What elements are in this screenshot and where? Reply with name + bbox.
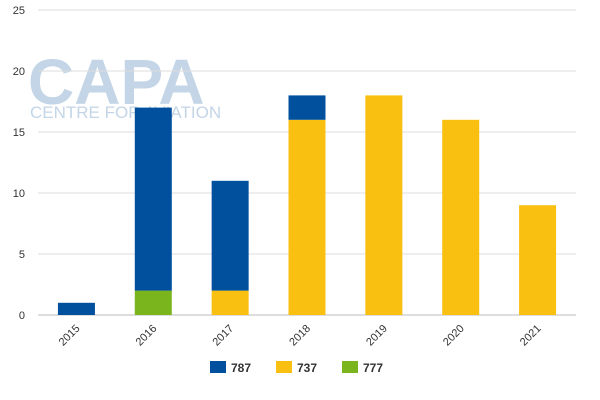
bar-737-2020 — [442, 119, 480, 315]
capa-watermark: CAPA CENTRE FOR AVIATION — [28, 46, 221, 122]
y-tick-label: 5 — [19, 249, 25, 261]
legend-label-777: 777 — [363, 361, 383, 375]
bar-777-2016 — [134, 290, 172, 315]
y-tick-label: 0 — [19, 310, 25, 322]
legend-swatch-787 — [210, 361, 226, 373]
watermark-subtitle: CENTRE FOR AVIATION — [30, 103, 221, 122]
bar-737-2018 — [288, 119, 326, 315]
y-tick-label: 15 — [13, 127, 25, 139]
bar-737-2021 — [519, 205, 557, 315]
y-tick-label: 20 — [13, 66, 25, 78]
bar-737-2017 — [211, 290, 249, 315]
legend-swatch-777 — [342, 361, 358, 373]
x-tick-label: 2017 — [210, 323, 236, 349]
bars — [57, 95, 557, 316]
x-tick-label: 2015 — [57, 323, 83, 349]
watermark-logo-text: CAPA — [28, 46, 205, 118]
x-tick-label: 2016 — [134, 323, 160, 349]
y-tick-label: 10 — [13, 188, 25, 200]
x-tick-label: 2019 — [364, 323, 390, 349]
bar-787-2015 — [57, 302, 95, 315]
bar-787-2017 — [211, 180, 249, 291]
x-tick-label: 2020 — [441, 323, 467, 349]
x-tick-label: 2018 — [287, 323, 313, 349]
x-tick-label: 2021 — [518, 323, 544, 349]
x-axis-ticks: 2015 2016 2017 2018 2019 2020 2021 — [57, 323, 544, 349]
legend-swatch-737 — [276, 361, 292, 373]
legend-label-737: 737 — [297, 361, 317, 375]
legend-label-787: 787 — [231, 361, 251, 375]
y-axis-ticks: 0 5 10 15 20 25 — [13, 5, 25, 322]
bar-737-2019 — [365, 95, 403, 316]
legend: 787 737 777 — [210, 361, 383, 375]
y-tick-label: 25 — [13, 5, 25, 17]
bar-787-2018 — [288, 95, 326, 120]
bar-787-2016 — [134, 107, 172, 291]
